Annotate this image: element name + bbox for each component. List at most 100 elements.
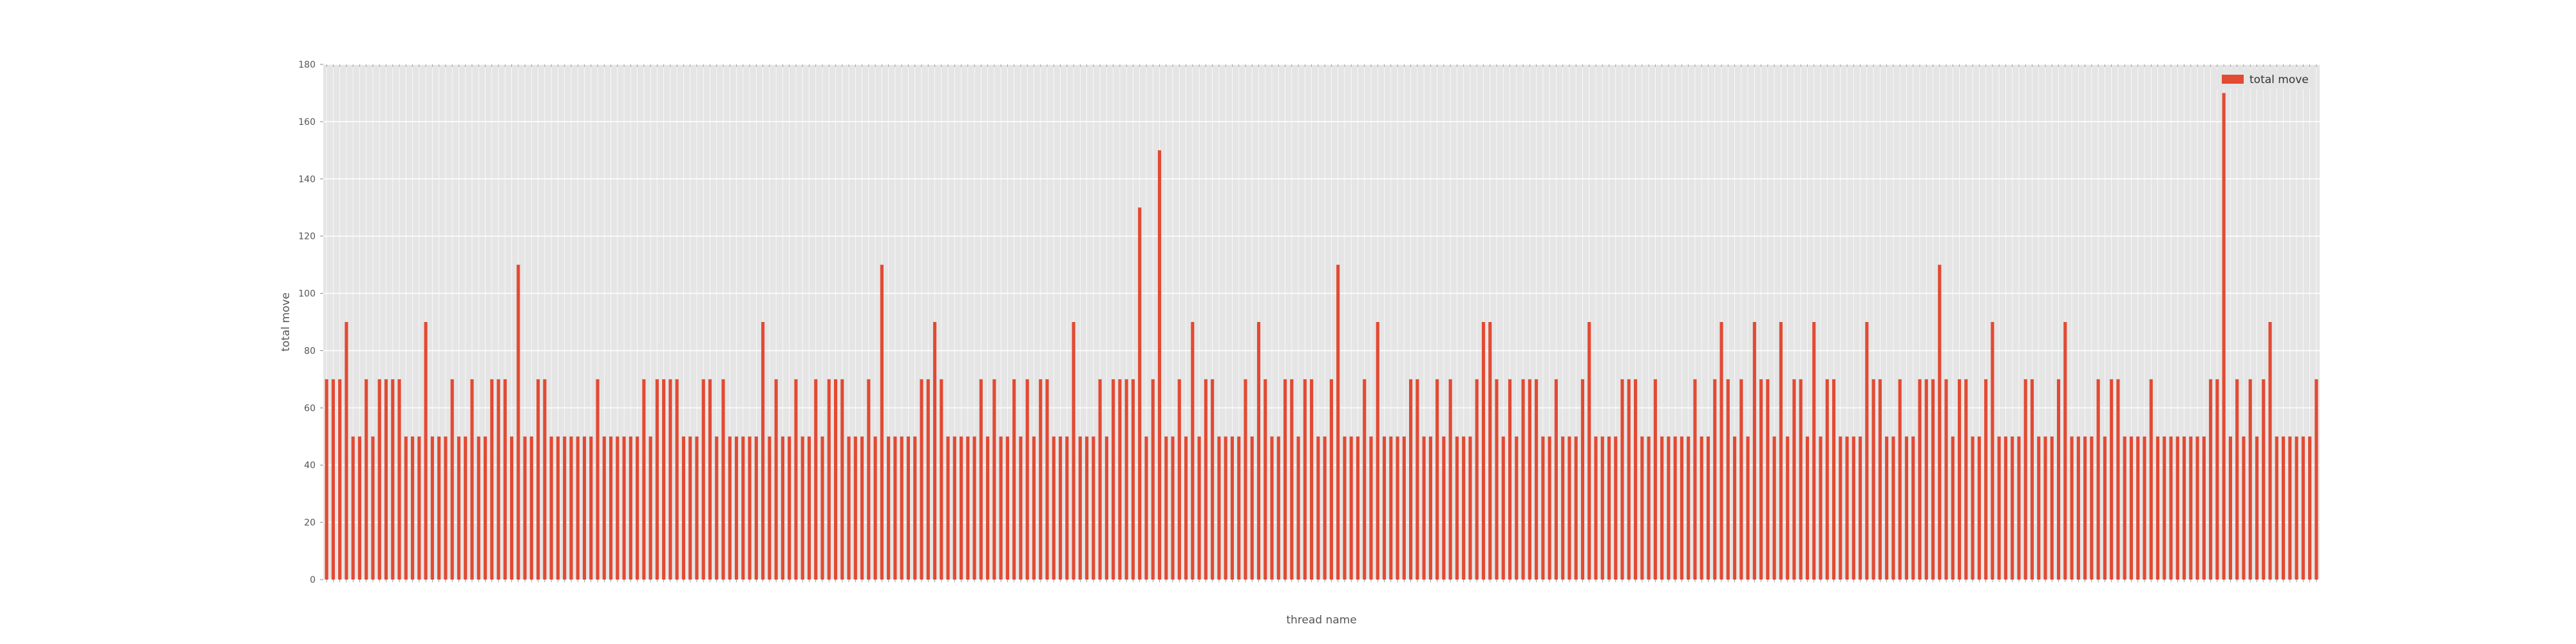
bar [1065,436,1069,580]
bar [1224,436,1227,580]
bar [1151,379,1155,580]
bar [2195,436,2199,580]
bar [2056,379,2061,580]
bar [609,436,613,580]
bar [2235,379,2239,580]
bar [946,436,950,580]
bar [748,436,752,580]
bar [1217,436,1221,580]
bar [1197,436,1201,580]
bar [788,436,791,580]
bar [1673,436,1677,580]
bar [543,379,547,580]
bar [1561,436,1565,580]
bar [1792,379,1796,580]
bar [1938,265,1942,580]
bar [847,436,851,580]
x-axis-label: thread name [1286,614,1356,627]
bar [1859,436,1862,580]
bar [1256,322,1261,580]
bar [1951,436,1955,580]
bar [2169,436,2173,580]
bar [1098,379,1102,580]
bar [655,379,659,580]
y-tick-label: 20 [304,518,316,528]
bar [2295,436,2298,580]
bar [1574,436,1578,580]
bar [2070,436,2074,580]
bar [893,436,897,580]
bar [2003,436,2007,580]
bar [1296,436,1300,580]
bar [2255,436,2259,580]
bar [365,379,368,580]
bar [833,379,838,580]
bar [1515,436,1519,580]
bar [1693,379,1697,580]
bar [1045,379,1049,580]
bar [1409,379,1413,580]
bar [1343,436,1347,580]
legend-swatch [2222,75,2244,84]
bar [345,322,348,580]
bar [2043,436,2047,580]
bar [926,379,930,580]
bar [450,379,454,580]
bar [1118,379,1122,580]
bar [556,436,560,580]
bar [563,436,567,580]
bar [2103,436,2107,580]
bar [1786,436,1790,580]
bar [1812,322,1816,580]
bar [1078,436,1082,580]
bar [1541,436,1545,580]
bar [1759,379,1763,580]
bar [1264,379,1267,580]
bar [1310,379,1314,580]
bar [2116,379,2120,580]
bar [642,379,646,580]
bar [1316,436,1320,580]
bar [1653,379,1657,580]
bar [2228,436,2232,580]
bar [622,436,626,580]
bar [649,436,652,580]
bar [708,379,712,580]
bar [464,436,468,580]
bar [2242,436,2246,580]
bar [1290,379,1294,580]
bar [444,436,448,580]
bar [992,379,996,580]
bar [523,436,527,580]
bar [1323,436,1327,580]
bar [1481,322,1486,580]
bar [1713,379,1717,580]
bar [636,436,639,580]
bar [2050,436,2054,580]
bar [470,379,474,580]
bar [2143,436,2146,580]
bar [338,379,342,580]
bar [1931,379,1935,580]
bar [1719,322,1723,580]
bar [1706,436,1710,580]
bar [457,436,460,580]
bar [331,379,335,580]
bar [1250,436,1254,580]
bar [1839,436,1842,580]
bar [1944,379,1948,580]
bar [1230,436,1234,580]
bar [391,379,395,580]
bar [1647,436,1651,580]
y-tick-label: 40 [304,460,316,471]
bar [1237,436,1241,580]
bar [880,265,884,580]
bar [1752,322,1756,580]
bar [1283,379,1287,580]
bar [688,436,692,580]
bar [596,379,600,580]
y-tick-label: 0 [310,575,316,585]
bar [1746,436,1750,580]
bar [1600,436,1604,580]
